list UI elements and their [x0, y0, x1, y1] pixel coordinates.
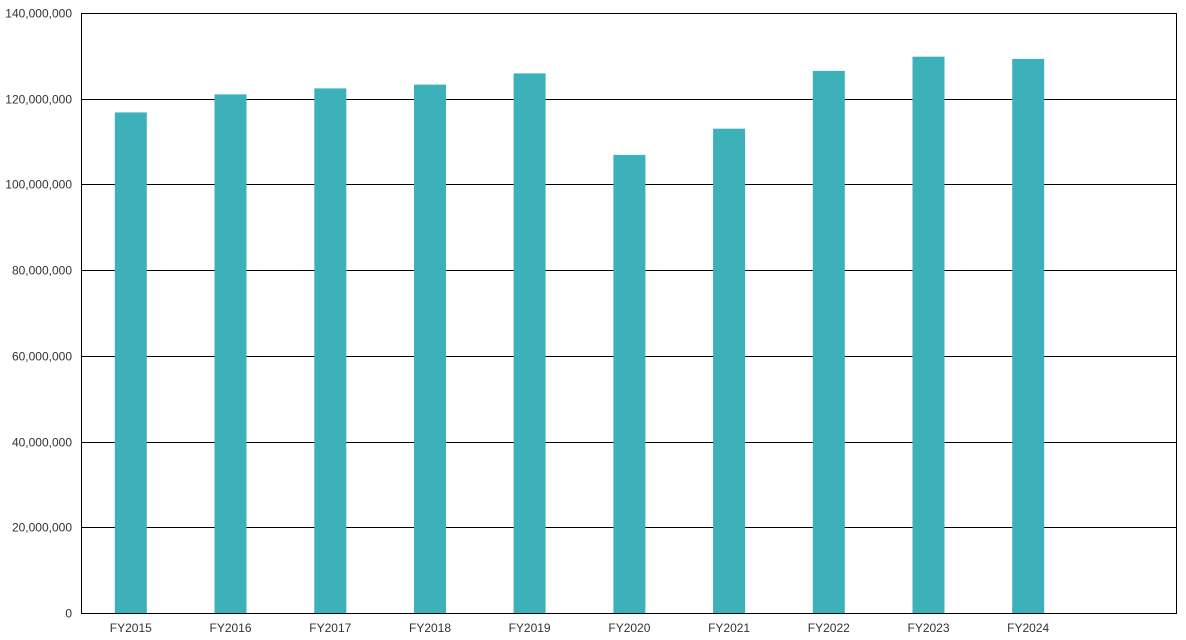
bar-fy2024: [1012, 58, 1045, 613]
plot-frame: [81, 13, 1177, 614]
bar-fy2017: [314, 88, 347, 613]
x-tick-label: FY2022: [808, 621, 850, 635]
x-tick-label: FY2023: [907, 621, 949, 635]
bar-fy2018: [414, 84, 446, 614]
x-tick-label: FY2015: [110, 621, 152, 635]
bar-fy2022: [812, 70, 845, 613]
x-tick-label: FY2016: [209, 621, 251, 635]
y-tick-label: 20,000,000: [12, 521, 72, 535]
y-tick-label: 60,000,000: [12, 350, 72, 364]
bar-fy2021: [713, 128, 746, 613]
x-axis-ticks: FY2015 FY2016 FY2017 FY2018 FY2019 FY2020 FY20…: [110, 621, 1050, 635]
y-tick-label: 120,000,000: [5, 93, 72, 107]
y-tick-label: 40,000,000: [12, 436, 72, 450]
y-tick-label: 100,000,000: [5, 178, 72, 192]
x-tick-label: FY2024: [1007, 621, 1049, 635]
bar-fy2019: [513, 73, 546, 613]
x-tick-label: FY2017: [309, 621, 351, 635]
y-axis-ticks: 0 20,000,000 40,000,000 60,000,000 80,000,00…: [5, 7, 72, 621]
bar-fy2015: [114, 112, 147, 614]
bar-fy2016: [214, 94, 247, 613]
bar-fy2020: [613, 154, 646, 613]
x-tick-label: FY2018: [409, 621, 451, 635]
y-tick-label: 0: [65, 607, 72, 621]
x-tick-label: FY2019: [509, 621, 551, 635]
bars: [114, 56, 1045, 614]
y-tick-label: 80,000,000: [12, 264, 72, 278]
x-tick-label: FY2020: [608, 621, 650, 635]
x-tick-label: FY2021: [708, 621, 750, 635]
bar-fy2023: [912, 56, 945, 613]
y-tick-label: 140,000,000: [5, 7, 72, 21]
